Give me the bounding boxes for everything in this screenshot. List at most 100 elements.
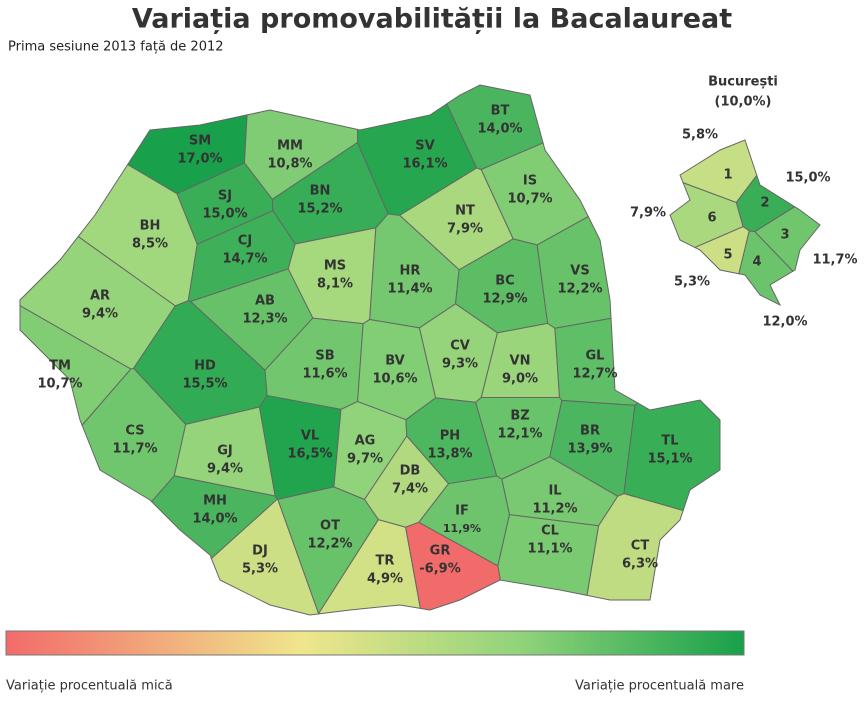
sector-code: 4 xyxy=(752,255,761,270)
sector-label: 11,7% xyxy=(812,253,857,268)
county-label: 9,4% xyxy=(207,462,243,477)
county-code: HR xyxy=(400,264,421,279)
county-code: VL xyxy=(301,429,319,444)
county-code: BT xyxy=(491,104,510,119)
county-label: 15,0% xyxy=(202,207,247,222)
county-label: 14,7% xyxy=(222,252,267,267)
sector-code: 3 xyxy=(780,228,789,243)
sector-code: 1 xyxy=(723,168,732,183)
sector-code: 2 xyxy=(760,196,769,211)
county-label: 9,3% xyxy=(442,357,478,372)
county xyxy=(150,475,278,560)
county-code: BV xyxy=(385,354,404,369)
county-label: 11,9% xyxy=(443,522,481,535)
county-code: DB xyxy=(400,464,421,479)
county-label: 6,3% xyxy=(622,557,658,572)
sector-label: 7,9% xyxy=(630,206,666,221)
subtitle: Prima sesiune 2013 față de 2012 xyxy=(8,40,224,55)
county-code: MM xyxy=(277,139,303,154)
county-label: 10,7% xyxy=(37,377,82,392)
county-label: 16,1% xyxy=(402,157,447,172)
county-label: 7,4% xyxy=(392,482,428,497)
county-code: GL xyxy=(586,349,605,364)
sector-code: 5 xyxy=(723,248,732,263)
county-code: NT xyxy=(455,204,475,219)
county-code: HD xyxy=(194,359,216,374)
county-code: DJ xyxy=(252,544,268,559)
county-code: GR xyxy=(430,544,451,559)
county-code: AR xyxy=(90,289,110,304)
county-code: IF xyxy=(455,504,469,519)
county-code: IS xyxy=(523,174,537,189)
county-label: 11,1% xyxy=(527,542,572,557)
county-label: 12,3% xyxy=(242,312,287,327)
county-code: SV xyxy=(415,139,434,154)
county-label: 11,7% xyxy=(112,442,157,457)
legend-bar xyxy=(5,630,745,656)
county-code: TR xyxy=(376,554,395,569)
bucharest-name: București xyxy=(708,75,778,90)
county xyxy=(318,519,422,615)
title: Variația promovabilității la Bacalaureat xyxy=(132,4,732,35)
legend-high: Variație procentuală mare xyxy=(575,679,744,694)
county-code: VS xyxy=(570,264,589,279)
county-code: GJ xyxy=(217,444,233,459)
county-code: SB xyxy=(315,349,334,364)
sector xyxy=(669,181,744,248)
county-label: 7,9% xyxy=(447,222,483,237)
county-label: -6,9% xyxy=(419,562,460,577)
county-label: 5,3% xyxy=(242,562,278,577)
county-label: 15,1% xyxy=(647,452,692,467)
bucharest-label: (10,0%) xyxy=(715,95,772,110)
sector-label: 5,3% xyxy=(674,275,710,290)
county-code: TM xyxy=(49,359,71,374)
county-label: 12,9% xyxy=(482,292,527,307)
county-code: MH xyxy=(203,494,227,509)
sector-label: 12,0% xyxy=(762,315,807,330)
county-label: 12,1% xyxy=(497,427,542,442)
county-label: 14,0% xyxy=(477,122,522,137)
sector-label: 15,0% xyxy=(785,171,830,186)
county-code: AG xyxy=(355,434,376,449)
county-code: BC xyxy=(495,274,514,289)
county-code: BZ xyxy=(510,409,529,424)
county-code: VN xyxy=(510,354,531,369)
county-label: 8,5% xyxy=(132,237,168,252)
legend-low: Variație procentuală mică xyxy=(6,679,173,694)
county xyxy=(586,493,684,601)
county-code: OT xyxy=(320,519,340,534)
county-code: CV xyxy=(450,339,470,354)
county-code: BH xyxy=(140,219,161,234)
county-label: 9,0% xyxy=(502,372,538,387)
county-label: 12,2% xyxy=(307,537,352,552)
county-code: BR xyxy=(580,424,600,439)
county-label: 12,7% xyxy=(572,367,617,382)
county-code: BN xyxy=(310,184,331,199)
county-code: CJ xyxy=(238,234,252,249)
sector xyxy=(738,230,794,307)
county-label: 14,0% xyxy=(192,512,237,527)
county-label: 10,7% xyxy=(507,192,552,207)
county-code: CT xyxy=(631,539,650,554)
county-code: MS xyxy=(324,259,346,274)
county-label: 8,1% xyxy=(317,277,353,292)
county-label: 16,5% xyxy=(287,447,332,462)
county-code: CS xyxy=(125,424,144,439)
sector-label: 5,8% xyxy=(682,128,718,143)
county-code: CL xyxy=(541,524,559,539)
county-label: 11,2% xyxy=(532,502,577,517)
county xyxy=(623,399,721,512)
county-label: 11,4% xyxy=(387,282,432,297)
county-label: 15,5% xyxy=(182,377,227,392)
county-label: 4,9% xyxy=(367,572,403,587)
county-code: TL xyxy=(661,434,678,449)
county-label: 11,6% xyxy=(302,367,347,382)
county-label: 13,8% xyxy=(427,447,472,462)
county-code: AB xyxy=(255,294,275,309)
county-label: 9,7% xyxy=(347,452,383,467)
county-label: 9,4% xyxy=(82,307,118,322)
county-label: 15,2% xyxy=(297,202,342,217)
county-label: 17,0% xyxy=(177,152,222,167)
county-code: PH xyxy=(440,429,460,444)
